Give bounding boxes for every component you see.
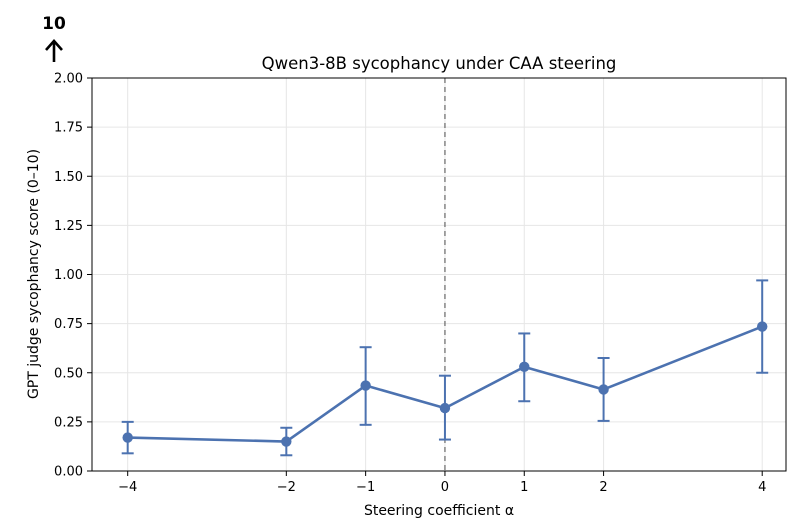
y-tick-label: 2.00 [54, 72, 83, 87]
y-tick-label: 0.25 [54, 415, 83, 430]
y-tick-label: 1.75 [54, 121, 83, 136]
data-point [519, 361, 530, 373]
x-axis-title: Steering coefficient α [364, 503, 514, 519]
x-tick-label: 1 [520, 480, 528, 495]
y-tick-label: 0.75 [54, 317, 83, 332]
x-tick-label: 4 [758, 480, 766, 495]
x-tick-label: 0 [441, 480, 449, 495]
data-point [439, 402, 451, 414]
y-tick-label: 1.00 [54, 268, 83, 283]
x-tick-label: −1 [356, 480, 375, 495]
x-tick-label: −4 [118, 480, 137, 495]
data-point [360, 380, 371, 391]
y-tick-label: 0.00 [54, 465, 83, 480]
data-point [122, 432, 133, 443]
grid [92, 77, 786, 472]
data-point [598, 384, 609, 395]
y-tick-label: 1.50 [54, 170, 83, 185]
y-axis-title: GPT judge sycophancy score (0–10) [26, 149, 42, 399]
y-axis: 0.00 0.25 0.50 0.75 1.00 1.25 1.50 1.75 2.00 [54, 72, 92, 480]
x-tick-label: −2 [277, 480, 296, 495]
y-tick-label: 0.50 [54, 366, 83, 381]
x-tick-label: 2 [599, 480, 607, 495]
corner-label: 10 [42, 14, 66, 34]
up-arrow-icon [45, 39, 63, 62]
data-point [757, 321, 768, 332]
x-axis: −4 −2 −1 0 1 2 4 [118, 471, 766, 495]
y-tick-label: 1.25 [54, 219, 83, 234]
data-point [281, 436, 292, 447]
chart-title: Qwen3-8B sycophancy under CAA steering [262, 54, 617, 73]
series-layer [121, 279, 769, 457]
